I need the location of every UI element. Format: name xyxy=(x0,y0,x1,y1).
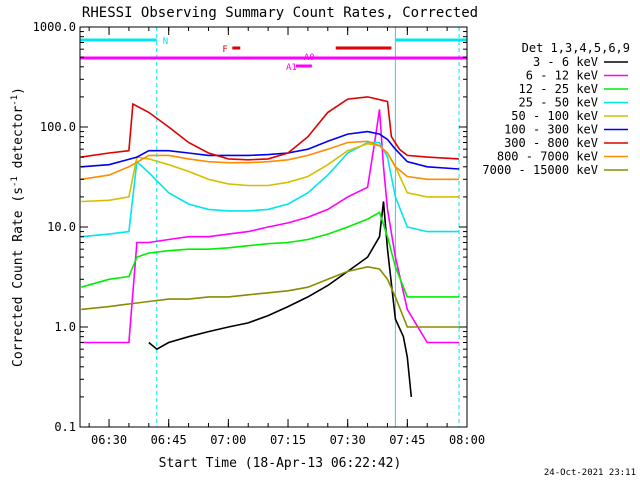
y-axis-label-sup1: -1 xyxy=(10,176,20,187)
y-axis: 0.1 1.0 10.0 100.0 1000.0 xyxy=(33,20,467,434)
y-axis-label-main: Corrected Count Rate (s xyxy=(11,187,26,367)
y-axis-label-sup2: -1 xyxy=(10,95,20,106)
x-tick-label-3: 07:15 xyxy=(270,433,306,447)
chart-title: RHESSI Observing Summary Count Rates, Co… xyxy=(82,5,478,21)
x-tick-label-5: 07:45 xyxy=(389,433,425,447)
series-line-1 xyxy=(81,109,459,344)
legend-label-1: 6 - 12 keV xyxy=(526,69,598,83)
y-tick-label-0: 0.1 xyxy=(54,420,76,434)
legend-title: Det 1,3,4,5,6,9 xyxy=(522,41,630,55)
legend-label-7: 800 - 7000 keV xyxy=(497,150,598,164)
series-line-2 xyxy=(80,211,459,298)
x-axis: 06:30 06:45 07:00 07:15 07:30 07:45 08:00 xyxy=(88,27,485,447)
legend-label-3: 25 - 50 keV xyxy=(519,96,598,110)
y-axis-label-end: ) xyxy=(11,87,26,95)
series-line-7 xyxy=(81,140,459,181)
x-tick-label-2: 07:00 xyxy=(210,433,246,447)
footer-date: 24-Oct-2021 23:11 xyxy=(544,468,636,478)
y-tick-label-1: 1.0 xyxy=(54,320,76,334)
legend-label-0: 3 - 6 keV xyxy=(533,55,598,69)
series-line-8 xyxy=(81,265,459,328)
series-line-3 xyxy=(81,141,459,238)
legend-label-2: 12 - 25 keV xyxy=(519,82,598,96)
x-tick-label-1: 06:45 xyxy=(151,433,187,447)
y-tick-label-2: 10.0 xyxy=(47,220,76,234)
legend-label-4: 50 - 100 keV xyxy=(511,109,598,123)
y-axis-label: Corrected Count Rate (s-1 detector-1) xyxy=(10,87,26,367)
flag-label-0: N xyxy=(163,37,168,47)
x-tick-label-4: 07:30 xyxy=(330,433,366,447)
legend-label-6: 300 - 800 keV xyxy=(504,136,598,150)
series-line-6 xyxy=(81,96,460,161)
y-axis-label-mid: detector xyxy=(11,106,26,177)
y-tick-label-3: 100.0 xyxy=(40,120,76,134)
y-tick-label-4: 1000.0 xyxy=(33,20,76,34)
flag-label-2: A0 xyxy=(304,53,315,63)
x-axis-label: Start Time (18-Apr-13 06:22:42) xyxy=(159,456,402,471)
flag-label-3: A1 xyxy=(286,63,297,73)
x-tick-label-6: 08:00 xyxy=(449,433,485,447)
series-line-0 xyxy=(148,201,413,397)
flag-label-1: F xyxy=(222,45,227,55)
legend-label-8: 7000 - 15000 keV xyxy=(482,163,598,177)
x-tick-label-0: 06:30 xyxy=(91,433,127,447)
legend-label-5: 100 - 300 keV xyxy=(504,123,598,137)
